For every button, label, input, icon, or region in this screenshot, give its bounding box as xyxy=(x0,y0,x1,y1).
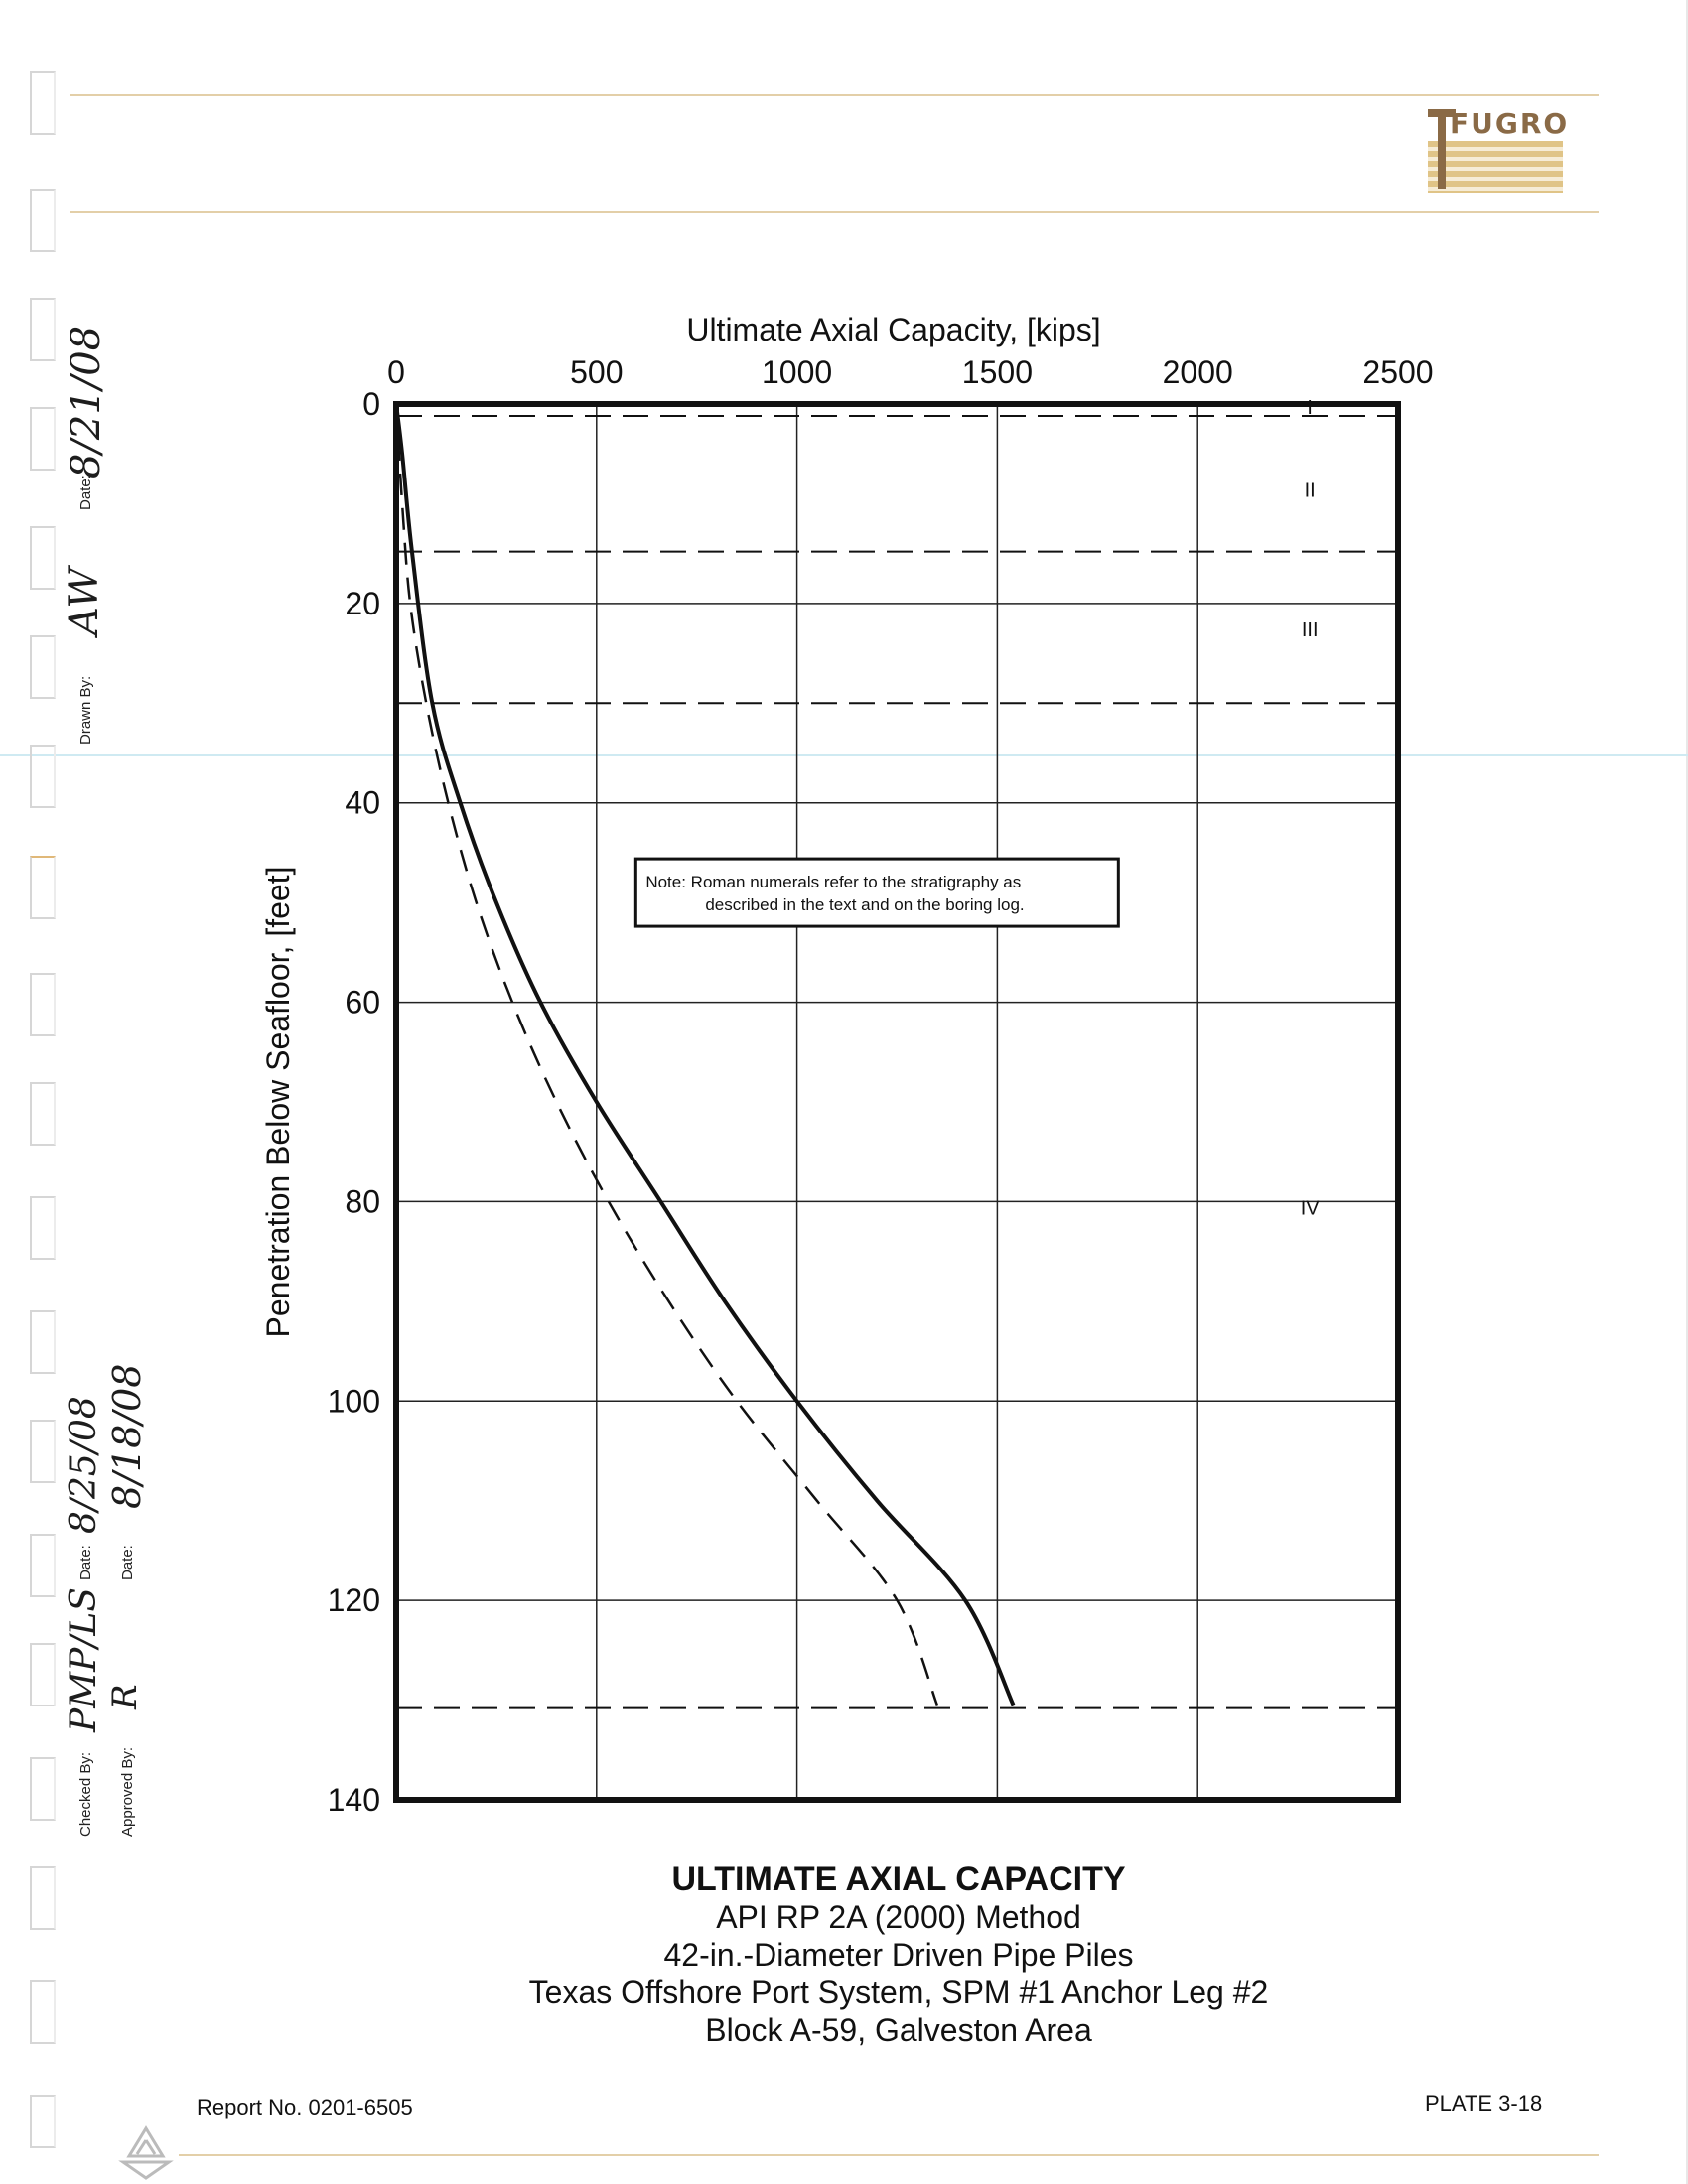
header-rule-top xyxy=(70,94,1599,96)
y-tick-label: 20 xyxy=(345,586,380,621)
margin-tab xyxy=(30,745,56,808)
y-tick-label: 0 xyxy=(362,386,380,422)
caption-line-2: API RP 2A (2000) Method xyxy=(716,1899,1081,1935)
caption-line-3: 42-in.-Diameter Driven Pipe Piles xyxy=(663,1937,1134,1973)
y-tick-label: 40 xyxy=(345,785,380,821)
report-number: Report No. 0201-6505 xyxy=(197,2095,413,2119)
capacity-chart: Ultimate Axial Capacity, [kips] Penetrat… xyxy=(260,312,1434,1818)
x-tick-label: 0 xyxy=(387,354,405,390)
y-tick-label: 140 xyxy=(328,1782,380,1818)
margin-tab xyxy=(30,2095,56,2148)
series-line-dashed xyxy=(394,403,939,1706)
note-line-1: Note: Roman numerals refer to the strati… xyxy=(645,873,1021,891)
stratigraphy-label: III xyxy=(1302,619,1319,641)
margin-tab xyxy=(30,1420,56,1483)
caption-title: ULTIMATE AXIAL CAPACITY xyxy=(671,1860,1126,1898)
x-tick-label: 1000 xyxy=(762,354,832,390)
stratigraphy-label: II xyxy=(1305,479,1316,501)
margin-tab xyxy=(30,1534,56,1597)
plate-number: PLATE 3-18 xyxy=(1425,2091,1543,2116)
y-axis-title: Penetration Below Seafloor, [feet] xyxy=(260,867,296,1338)
y-tick-label: 100 xyxy=(328,1383,380,1419)
margin-tab xyxy=(30,1082,56,1146)
margin-tab xyxy=(30,1980,56,2044)
margin-tab xyxy=(30,1310,56,1374)
y-tick-label: 60 xyxy=(345,985,380,1021)
fugro-logo: FUGRO xyxy=(1428,103,1567,195)
margin-tab xyxy=(30,189,56,252)
margin-tab xyxy=(30,856,56,919)
header-rule-bottom xyxy=(70,211,1599,213)
stratigraphy-label: I xyxy=(1307,397,1313,419)
note-line-2: described in the text and on the boring … xyxy=(705,895,1024,914)
logo-text: FUGRO xyxy=(1450,107,1570,140)
x-tick-label: 1500 xyxy=(962,354,1033,390)
x-tick-label: 500 xyxy=(570,354,623,390)
margin-tab xyxy=(30,407,56,471)
stratigraphy-boundaries xyxy=(396,415,1398,1709)
margin-tab xyxy=(30,1643,56,1706)
caption-block: ULTIMATE AXIAL CAPACITY API RP 2A (2000)… xyxy=(0,1860,1688,2049)
plot-frame xyxy=(393,401,1401,1803)
caption-line-4: Texas Offshore Port System, SPM #1 Ancho… xyxy=(528,1975,1269,2010)
margin-tab xyxy=(30,526,56,590)
page-edge xyxy=(1686,0,1688,2184)
margin-tab xyxy=(30,298,56,361)
logo-mark-stem xyxy=(1438,109,1446,189)
margin-tab xyxy=(30,973,56,1036)
chart-series xyxy=(394,403,1016,1706)
recycle-icon xyxy=(118,2125,174,2180)
series-line-solid xyxy=(394,403,1016,1706)
logo-bands xyxy=(1428,141,1563,193)
x-tick-label: 2000 xyxy=(1163,354,1233,390)
x-axis-title: Ultimate Axial Capacity, [kips] xyxy=(686,312,1100,347)
y-tick-label: 80 xyxy=(345,1183,380,1219)
tick-labels: 0 500 1000 1500 2000 2500 0 20 40 60 80 100 120 140 xyxy=(328,354,1434,1818)
y-tick-label: 120 xyxy=(328,1582,380,1618)
caption-line-5: Block A-59, Galveston Area xyxy=(705,2012,1092,2048)
stratigraphy-note: Note: Roman numerals refer to the strati… xyxy=(633,857,1120,928)
x-tick-label: 2500 xyxy=(1362,354,1433,390)
footer-rule xyxy=(179,2154,1599,2156)
margin-tab xyxy=(30,635,56,699)
caption-title-row: ULTIMATE AXIAL CAPACITY xyxy=(0,1860,1688,1898)
margin-tab xyxy=(30,1757,56,1821)
note-box xyxy=(633,857,1120,928)
stratigraphy-label: IV xyxy=(1301,1197,1321,1219)
chart-grid xyxy=(396,404,1398,1800)
scan-artifact-line xyxy=(0,754,1688,756)
margin-tab xyxy=(30,71,56,135)
margin-tab xyxy=(30,1866,56,1930)
margin-tab xyxy=(30,1196,56,1260)
